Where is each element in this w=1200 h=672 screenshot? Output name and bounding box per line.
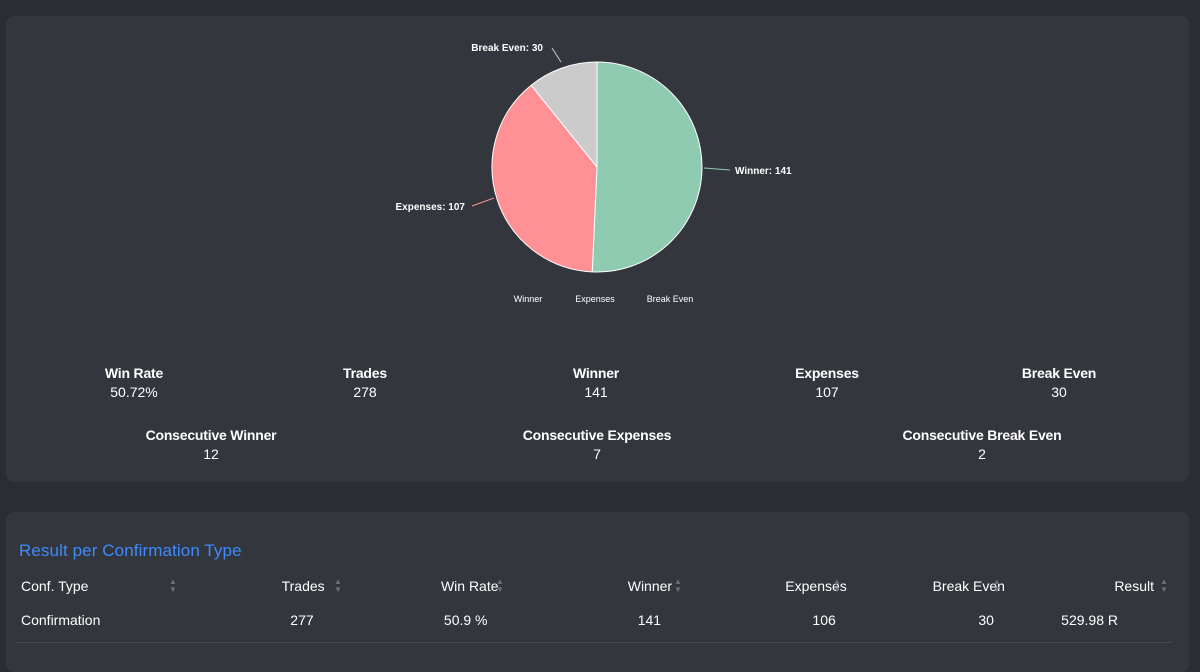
confirmation-table-card: Result per Confirmation Type Conf. Type … [6, 512, 1189, 672]
sort-arrows-icon[interactable]: ▲ ▼ [674, 577, 682, 594]
stat-label: Trades [343, 365, 387, 381]
sort-icon[interactable] [847, 582, 859, 594]
stat-win-rate: Win Rate 50.72% [14, 365, 254, 400]
stat-label: Win Rate [104, 365, 164, 381]
column-header-expenses[interactable]: Expenses [691, 574, 866, 598]
sort-arrows-icon[interactable]: ▲ ▼ [496, 577, 504, 594]
stat-label: Expenses [795, 365, 859, 381]
column-header-label: Result [1114, 578, 1154, 594]
stat-consecutive-break-even: Consecutive Break Even 2 [862, 427, 1102, 462]
table-body: Confirmation 277 50.9 % 141 106 30 529.98 R [16, 598, 1173, 643]
pie-slice-winner[interactable] [591, 61, 703, 273]
pie-slice-expenses[interactable] [491, 84, 598, 273]
column-header-label: Expenses [785, 578, 847, 594]
sort-arrows-icon[interactable]: ▲ ▼ [1160, 577, 1168, 594]
column-header-trades[interactable]: Trades [180, 574, 343, 598]
stat-break-even: Break Even 30 [939, 365, 1179, 400]
stat-winner: Winner 141 [476, 365, 716, 400]
sort-arrows-icon[interactable]: ▲ ▼ [169, 577, 177, 594]
column-header-win-rate[interactable]: Win Rate [344, 574, 518, 598]
stat-label: Break Even [1021, 365, 1097, 381]
table-cell: 50.9 % [343, 598, 518, 643]
table-cell: 277 [180, 598, 344, 643]
column-header-label: Conf. Type [21, 578, 89, 594]
column-header-conf-type[interactable]: Conf. Type [16, 574, 180, 598]
pie-data-label: Winner: 141 [735, 166, 792, 177]
outcome-pie-chart: Winner: 141 Expenses: 107 Break Even: 30 Wi… [396, 43, 793, 304]
table-row[interactable]: Confirmation 277 50.9 % 141 106 30 529.98 R [16, 598, 1173, 643]
pie-leader-line [471, 197, 495, 207]
stat-label: Consecutive Break Even [902, 427, 1062, 443]
sort-icon[interactable] [1005, 582, 1017, 594]
column-header-label: Break Even [932, 578, 1005, 594]
legend-item-break-even[interactable]: Break Even [647, 294, 694, 304]
section-title: Result per Confirmation Type [19, 541, 242, 560]
pie-data-label: Expenses: 107 [396, 202, 466, 213]
confirmation-table: Conf. Type Trades Win Rate Winner Expens… [16, 574, 1173, 643]
pie-slice-break-even[interactable] [530, 61, 598, 169]
column-header-label: Win Rate [440, 578, 499, 594]
sort-arrows-icon[interactable]: ▲ ▼ [993, 577, 1001, 594]
stat-value: 2 [978, 446, 986, 462]
table-cell: 106 [691, 598, 866, 643]
stat-label: Winner [572, 365, 620, 381]
column-header-winner[interactable]: Winner [518, 574, 692, 598]
table-cell: 30 [865, 598, 1024, 643]
stat-label: Consecutive Expenses [522, 427, 672, 443]
stat-value: 141 [584, 384, 608, 400]
stat-value: 30 [1051, 384, 1067, 400]
stat-value: 50.72% [110, 384, 158, 400]
table-header-row: Conf. Type Trades Win Rate Winner Expens… [16, 574, 1173, 598]
table-cell: Confirmation [16, 598, 181, 643]
table-cell: 141 [517, 598, 692, 643]
pie-leader-line [703, 167, 731, 171]
pie-leader-line [551, 47, 562, 63]
sort-arrows-icon[interactable]: ▲ ▼ [334, 577, 342, 594]
table-cell: 529.98 R [1023, 598, 1173, 643]
pie-data-label: Break Even: 30 [471, 43, 543, 54]
statistics-card: Winner: 141 Expenses: 107 Break Even: 30 Wi… [6, 16, 1189, 482]
stat-expenses: Expenses 107 [707, 365, 947, 400]
stat-trades: Trades 278 [245, 365, 485, 400]
stat-consecutive-winner: Consecutive Winner 12 [91, 427, 331, 462]
column-header-label: Trades [281, 578, 325, 594]
sort-icon[interactable] [88, 582, 100, 594]
stat-value: 7 [593, 446, 601, 462]
stat-label: Consecutive Winner [145, 427, 277, 443]
stat-value: 278 [353, 384, 377, 400]
column-header-result[interactable]: Result [1024, 574, 1173, 598]
sort-arrows-icon[interactable]: ▲ ▼ [833, 577, 841, 594]
stat-value: 12 [203, 446, 219, 462]
legend-item-winner[interactable]: Winner [514, 294, 543, 304]
legend-item-expenses[interactable]: Expenses [575, 294, 615, 304]
column-header-label: Winner [627, 578, 673, 594]
column-header-break-even[interactable]: Break Even [866, 574, 1024, 598]
stat-value: 107 [815, 384, 839, 400]
stat-consecutive-expenses: Consecutive Expenses 7 [477, 427, 717, 462]
